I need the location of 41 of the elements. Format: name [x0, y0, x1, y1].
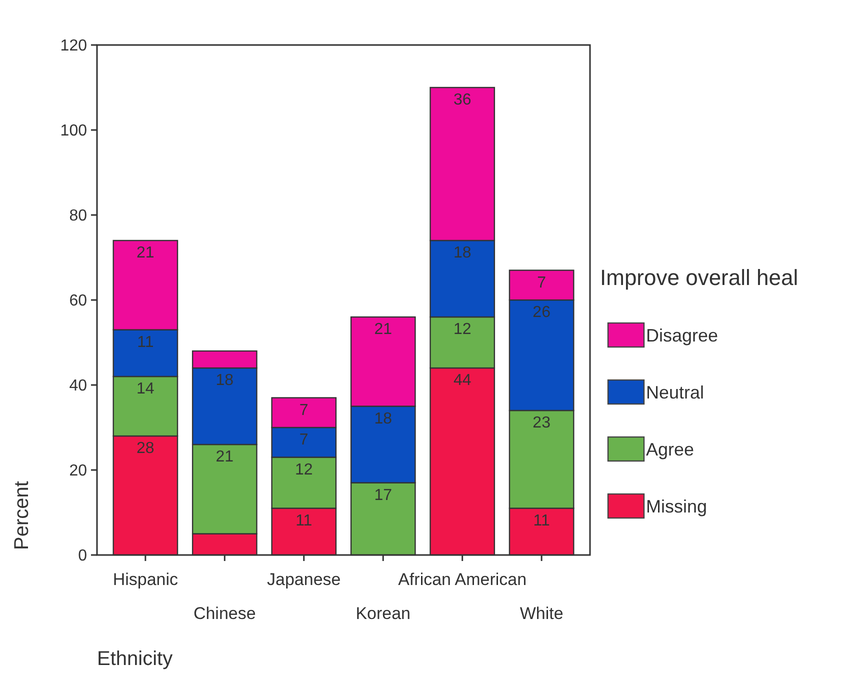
x-tick-label: African American — [398, 570, 527, 589]
data-label: 44 — [453, 372, 472, 389]
legend-label: Neutral — [646, 382, 704, 402]
x-tick-label: Korean — [356, 604, 411, 623]
x-tick-label: Japanese — [267, 570, 341, 589]
data-label: 21 — [136, 244, 154, 262]
data-label: 23 — [532, 414, 551, 432]
data-label: 11 — [533, 512, 550, 530]
data-label: 28 — [136, 440, 154, 457]
data-label: 12 — [453, 321, 472, 338]
y-tick-label: 100 — [60, 122, 88, 140]
data-label: 14 — [136, 380, 154, 398]
legend-label: Disagree — [646, 325, 718, 346]
data-label: 21 — [216, 448, 234, 466]
y-tick-label: 20 — [69, 462, 88, 480]
y-tick-label: 60 — [69, 292, 88, 310]
data-label: 18 — [216, 372, 234, 389]
y-tick-label: 0 — [78, 548, 88, 565]
y-tick-label: 40 — [69, 378, 88, 395]
data-label: 18 — [374, 410, 392, 428]
data-label: 18 — [453, 244, 472, 262]
y-axis-title: Percent — [11, 480, 33, 550]
x-tick-label: Chinese — [193, 604, 256, 623]
data-label: 7 — [299, 402, 308, 419]
x-tick-label: Hispanic — [112, 570, 179, 589]
data-label: 17 — [374, 486, 392, 504]
data-label: 26 — [532, 304, 551, 321]
y-tick-label: 80 — [69, 208, 88, 225]
data-label: 11 — [296, 512, 312, 530]
data-label: 11 — [137, 334, 154, 351]
x-tick-label: White — [520, 604, 564, 623]
x-axis-title: Ethnicity — [97, 648, 173, 670]
data-label: 21 — [374, 321, 392, 338]
data-label: 36 — [453, 92, 472, 108]
data-label: 7 — [299, 432, 308, 448]
y-tick-label: 120 — [60, 38, 88, 55]
legend-label: Missing — [646, 496, 708, 516]
data-label: 12 — [294, 461, 313, 478]
legend-label: Agree — [646, 439, 694, 460]
legend-title: Improve overall heal — [600, 265, 798, 290]
data-label: 7 — [537, 274, 546, 292]
